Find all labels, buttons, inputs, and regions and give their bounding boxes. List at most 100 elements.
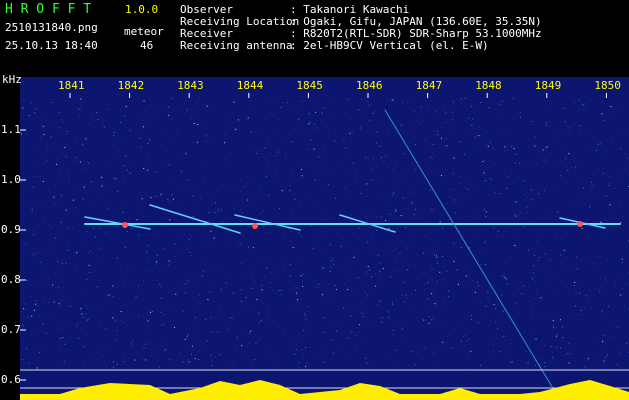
noise-dot	[436, 256, 438, 258]
noise-dot	[76, 251, 78, 253]
noise-dot	[514, 201, 516, 203]
noise-dot	[35, 214, 37, 216]
noise-dot	[432, 292, 434, 294]
noise-dot	[515, 247, 517, 249]
noise-dot	[492, 148, 494, 150]
noise-dot	[375, 165, 377, 167]
noise-dot	[97, 192, 99, 194]
noise-dot	[471, 280, 473, 282]
noise-dot	[276, 150, 278, 152]
noise-dot	[192, 215, 194, 217]
noise-dot	[69, 337, 71, 339]
noise-dot	[444, 266, 446, 268]
noise-dot	[551, 345, 553, 347]
noise-dot	[72, 199, 74, 201]
noise-dot	[50, 150, 52, 152]
noise-dot	[124, 246, 126, 248]
noise-dot	[309, 194, 311, 196]
noise-dot	[269, 287, 271, 289]
noise-dot	[478, 126, 480, 128]
noise-dot	[392, 250, 394, 252]
noise-dot	[192, 195, 194, 197]
noise-dot	[148, 152, 150, 154]
noise-dot	[241, 345, 243, 347]
noise-dot	[545, 211, 547, 213]
noise-dot	[69, 299, 71, 301]
noise-dot	[402, 197, 404, 199]
noise-dot	[327, 284, 329, 286]
noise-dot	[485, 211, 487, 213]
noise-dot	[147, 342, 149, 344]
noise-dot	[595, 220, 597, 222]
noise-dot	[539, 256, 541, 258]
noise-dot	[273, 365, 275, 367]
noise-dot	[49, 226, 51, 228]
noise-dot	[69, 325, 71, 327]
noise-dot	[415, 266, 417, 268]
noise-dot	[388, 227, 390, 229]
noise-dot	[130, 343, 132, 345]
noise-dot	[422, 272, 424, 274]
noise-dot	[88, 123, 90, 125]
noise-dot	[140, 194, 142, 196]
noise-dot	[431, 209, 433, 211]
noise-dot	[515, 162, 517, 164]
noise-dot	[522, 226, 524, 228]
noise-dot	[533, 265, 535, 267]
noise-dot	[119, 297, 121, 299]
noise-dot	[240, 233, 242, 235]
noise-dot	[395, 300, 397, 302]
noise-dot	[387, 311, 389, 313]
noise-dot	[586, 299, 588, 301]
noise-dot	[506, 149, 508, 151]
noise-dot	[347, 289, 349, 291]
noise-dot	[439, 271, 441, 273]
noise-dot	[548, 258, 550, 260]
noise-dot	[214, 211, 216, 213]
noise-dot	[33, 285, 35, 287]
noise-dot	[401, 102, 403, 104]
noise-dot	[395, 259, 397, 261]
noise-dot	[71, 100, 73, 102]
noise-dot	[322, 267, 324, 269]
noise-dot	[314, 179, 316, 181]
noise-dot	[554, 327, 556, 329]
noise-dot	[484, 264, 486, 266]
noise-dot	[557, 289, 559, 291]
noise-dot	[53, 204, 55, 206]
noise-dot	[66, 131, 68, 133]
noise-dot	[340, 245, 342, 247]
noise-dot	[576, 268, 578, 270]
noise-dot	[217, 210, 219, 212]
noise-dot	[114, 131, 116, 133]
noise-dot	[609, 115, 611, 117]
file-name: 2510131840.png	[5, 21, 98, 34]
noise-dot	[604, 277, 606, 279]
noise-dot	[159, 270, 161, 272]
noise-dot	[160, 340, 162, 342]
noise-dot	[478, 135, 480, 137]
noise-dot	[28, 362, 30, 364]
noise-dot	[289, 264, 291, 266]
noise-dot	[298, 362, 300, 364]
noise-dot	[39, 139, 41, 141]
noise-dot	[241, 212, 243, 214]
noise-dot	[273, 275, 275, 277]
noise-dot	[446, 138, 448, 140]
noise-dot	[421, 213, 423, 215]
noise-dot	[559, 319, 561, 321]
noise-dot	[560, 347, 562, 349]
noise-dot	[233, 364, 235, 366]
noise-dot	[186, 336, 188, 338]
noise-dot	[22, 324, 24, 326]
noise-dot	[260, 148, 262, 150]
noise-dot	[88, 264, 90, 266]
noise-dot	[272, 177, 274, 179]
noise-dot	[147, 169, 149, 171]
noise-dot	[322, 231, 324, 233]
noise-dot	[98, 280, 100, 282]
noise-dot	[570, 166, 572, 168]
noise-dot	[205, 221, 207, 223]
noise-dot	[406, 269, 408, 271]
noise-dot	[59, 337, 61, 339]
